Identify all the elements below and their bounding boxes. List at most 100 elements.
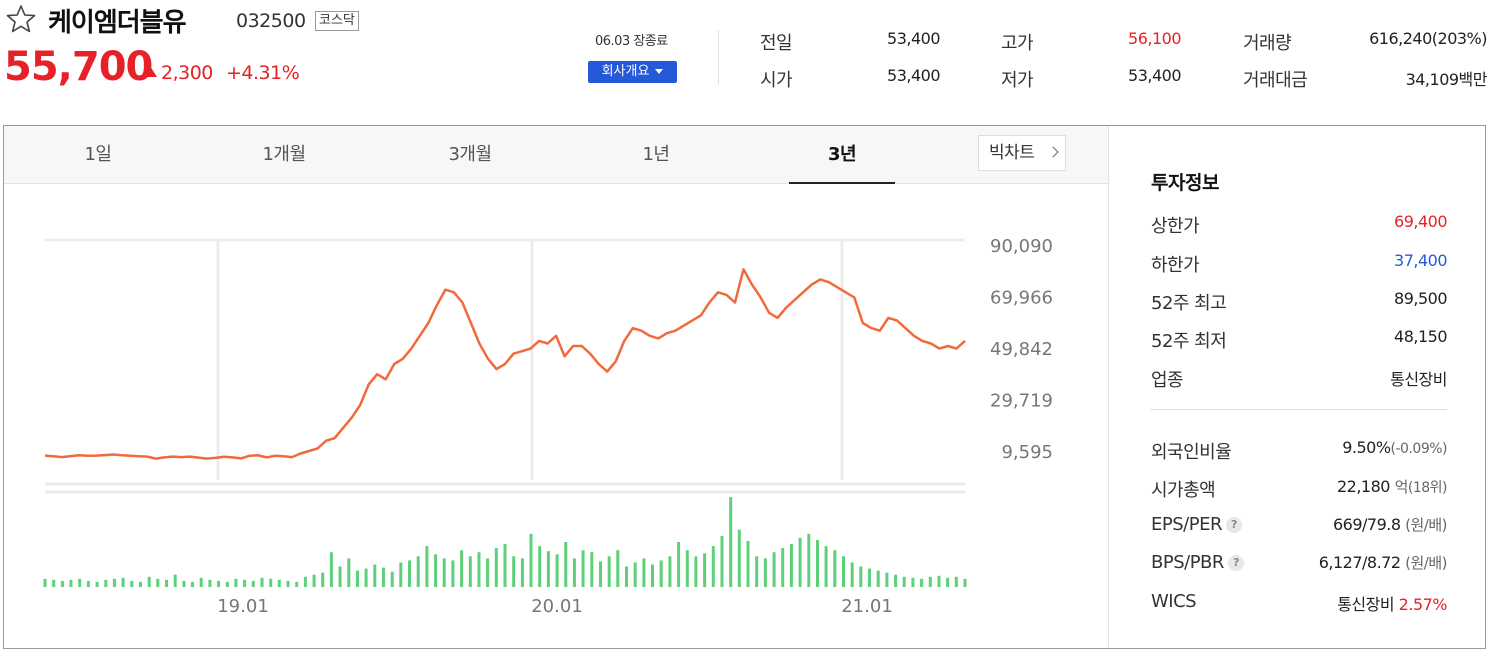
volume-bar xyxy=(373,564,377,587)
wics-value[interactable]: 통신장비 2.57% xyxy=(1337,595,1447,614)
volume-bar xyxy=(364,568,368,587)
volume-bar xyxy=(946,577,950,587)
stat-value-low: 53,400 xyxy=(1128,66,1181,85)
stat-label-low: 저가 xyxy=(1001,70,1034,91)
divider xyxy=(718,30,719,85)
price-chart[interactable]: 90,090 69,966 49,842 29,719 9,595 19.01 20.01 2… xyxy=(40,230,1070,620)
panel-divider xyxy=(1108,126,1109,648)
volume-bar xyxy=(703,553,707,588)
eps-per-value: 669/79.8 (원/배) xyxy=(1332,515,1448,534)
price-change-percent: +4.31% xyxy=(226,62,300,84)
foreign-ratio-label: 외국인비율 xyxy=(1151,442,1232,463)
volume-bar xyxy=(781,548,785,587)
market-badge: 코스닥 xyxy=(315,11,359,31)
caret-down-icon xyxy=(655,69,664,74)
volume-bar xyxy=(720,535,724,587)
tab-3year[interactable]: 3년 xyxy=(827,144,857,165)
volume-bar xyxy=(208,579,212,587)
volume-bar xyxy=(408,560,411,587)
volume-bar xyxy=(772,552,776,587)
volume-bar xyxy=(833,550,837,587)
volume-bar xyxy=(156,578,160,587)
volume-bar xyxy=(390,571,394,587)
volume-bar xyxy=(69,579,73,587)
company-overview-label: 회사개요 xyxy=(601,64,650,79)
volume-bar xyxy=(251,580,255,587)
volume-bar xyxy=(460,550,464,587)
bps-pbr-value: 6,127/8.72 (원/배) xyxy=(1318,553,1448,572)
stat-value-trade-amount: 34,109백만 xyxy=(1405,70,1488,89)
stat-label-volume: 거래량 xyxy=(1243,33,1292,54)
market-cap-value: 22,180 억(18위) xyxy=(1336,477,1448,496)
volume-bar xyxy=(225,581,229,587)
volume-bar xyxy=(625,566,628,587)
volume-bar xyxy=(486,558,490,587)
current-price: 55,700 xyxy=(4,44,153,90)
x-tick-label: 20.01 xyxy=(531,596,583,617)
volume-bar xyxy=(651,564,654,587)
volume-bar xyxy=(807,533,811,587)
volume-bar xyxy=(86,580,90,587)
52w-high-label: 52주 최고 xyxy=(1151,293,1227,314)
volume-bar xyxy=(312,574,316,587)
help-icon[interactable]: ? xyxy=(1227,555,1244,571)
help-icon[interactable]: ? xyxy=(1225,517,1242,533)
volume-bar xyxy=(616,550,620,587)
volume-bar xyxy=(824,546,828,587)
volume-bar xyxy=(737,529,741,587)
volume-bar xyxy=(529,533,533,587)
volume-bar xyxy=(173,574,177,587)
volume-bar xyxy=(538,546,542,587)
volume-bar xyxy=(868,568,871,587)
volume-bar xyxy=(60,580,64,587)
y-tick-label: 49,842 xyxy=(990,339,1053,360)
favorite-star-icon[interactable] xyxy=(6,4,36,34)
volume-bar xyxy=(130,580,134,587)
stat-value-prev-close: 53,400 xyxy=(887,29,940,48)
volume-bar xyxy=(902,576,906,587)
tab-1day[interactable]: 1일 xyxy=(84,144,112,165)
volume-bar xyxy=(139,581,142,587)
upper-limit-label: 상한가 xyxy=(1151,216,1200,237)
market-cap-label: 시가총액 xyxy=(1151,480,1216,501)
company-overview-button[interactable]: 회사개요 xyxy=(588,61,677,83)
foreign-ratio-value: 9.50%(-0.09%) xyxy=(1342,438,1447,457)
tab-1year[interactable]: 1년 xyxy=(642,144,670,165)
volume-bar xyxy=(104,579,108,587)
y-tick-label: 29,719 xyxy=(990,391,1053,412)
stock-name: 케이엠더블유 xyxy=(48,8,187,38)
industry-value[interactable]: 통신장비 xyxy=(1390,370,1447,389)
volume-bar xyxy=(642,558,646,587)
volume-bar xyxy=(963,578,967,587)
volume-bar xyxy=(512,556,516,587)
volume-bar xyxy=(685,550,689,587)
price-change: 2,300 xyxy=(161,62,213,84)
bps-pbr-label: BPS/PBR? xyxy=(1151,552,1244,573)
volume-bar xyxy=(876,570,880,587)
volume-bar xyxy=(165,579,168,587)
volume-bar xyxy=(894,574,898,587)
price-line xyxy=(44,268,966,460)
volume-bar xyxy=(572,558,576,587)
invest-info-title: 투자정보 xyxy=(1151,172,1219,194)
volume-bar xyxy=(954,576,958,587)
volume-bar xyxy=(425,546,429,587)
volume-bar xyxy=(581,550,585,587)
volume-bar xyxy=(112,578,116,587)
volume-bar xyxy=(920,578,924,587)
volume-bar xyxy=(668,556,672,587)
volume-bar xyxy=(277,579,281,587)
tab-3month[interactable]: 3개월 xyxy=(448,144,492,165)
volume-bar xyxy=(885,572,889,587)
big-chart-button[interactable]: 빅차트 xyxy=(978,135,1066,171)
volume-bar xyxy=(434,554,438,587)
stat-value-open: 53,400 xyxy=(887,66,940,85)
chart-panel xyxy=(3,125,1486,649)
tab-1month[interactable]: 1개월 xyxy=(262,144,306,165)
volume-bar xyxy=(546,551,550,587)
volume-bar xyxy=(711,546,715,587)
eps-per-label: EPS/PER? xyxy=(1151,514,1242,535)
volume-bar xyxy=(347,558,351,587)
volume-bar xyxy=(95,581,99,587)
volume-bar xyxy=(295,581,299,587)
